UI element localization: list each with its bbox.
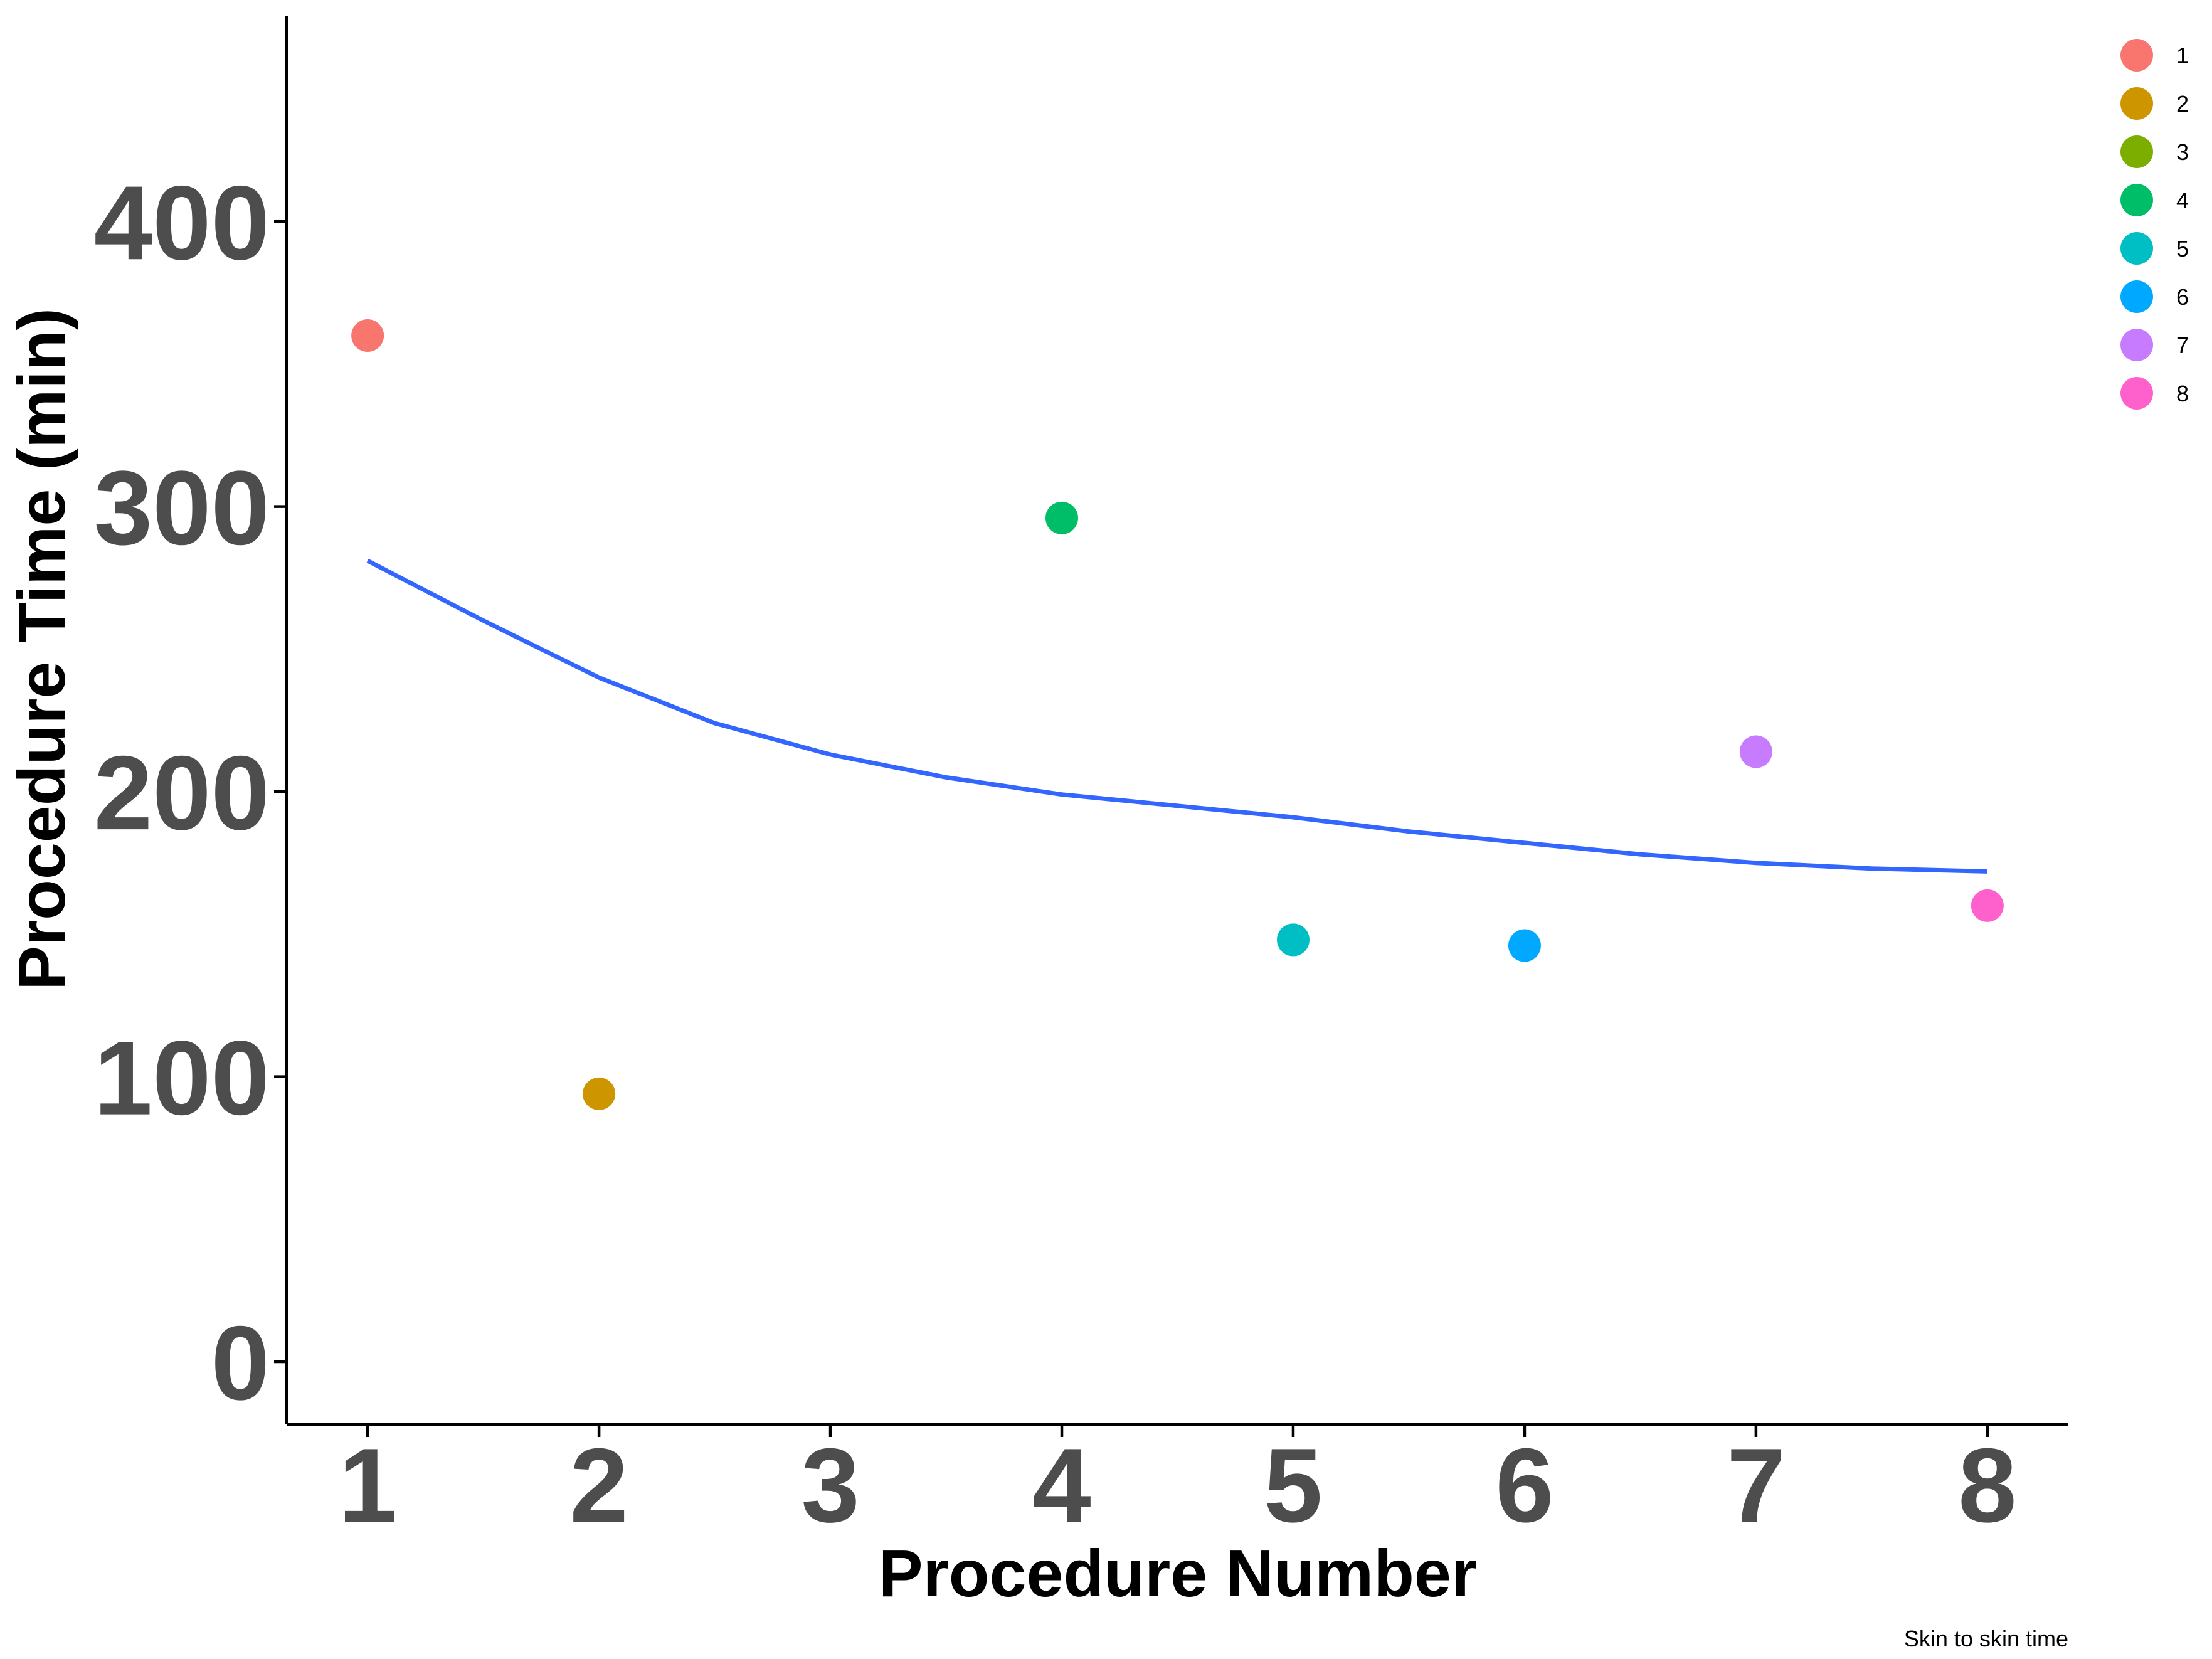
legend-label: 4 [2176,188,2189,213]
y-tick-label: 200 [94,734,270,852]
data-point-4 [1045,501,1079,534]
legend-key-1 [2120,39,2153,72]
x-axis-ticks: 1 2 3 4 5 6 7 8 [338,1424,2017,1544]
y-tick-label: 0 [211,1304,270,1422]
data-point-1 [351,319,384,352]
legend-key-4 [2120,184,2153,216]
legend-key-6 [2120,280,2153,313]
x-tick-label: 7 [1727,1426,1785,1544]
legend-label: 6 [2176,284,2189,310]
legend-key-7 [2120,329,2153,361]
y-axis-title: Procedure Time (min) [5,308,79,990]
legend-label: 2 [2176,91,2189,117]
x-tick-label: 1 [338,1426,396,1544]
x-tick-label: 8 [1958,1426,2016,1544]
x-tick-label: 5 [1264,1426,1322,1544]
legend-key-8 [2120,377,2153,410]
y-axis-ticks: 0 100 200 300 400 [94,164,287,1422]
legend-label: 1 [2176,43,2189,68]
x-tick-label: 4 [1032,1426,1091,1544]
trend-line [366,558,1987,874]
legend-label: 7 [2176,332,2189,358]
y-tick-label: 400 [94,164,270,282]
data-point-6 [1508,929,1541,962]
y-tick-label: 100 [94,1019,270,1137]
legend-key-5 [2120,232,2153,265]
data-point-7 [1739,735,1772,768]
data-point-5 [1276,923,1310,957]
legend-label: 8 [2176,381,2189,406]
data-point-2 [583,1077,616,1110]
legend-key-3 [2120,135,2153,168]
x-tick-label: 2 [569,1426,628,1544]
legend: 1 2 3 4 5 6 7 8 [2120,39,2189,410]
caption: Skin to skin time [1904,1626,2068,1651]
legend-key-2 [2120,87,2153,120]
x-tick-label: 6 [1495,1426,1553,1544]
plot-area [285,16,2068,1426]
legend-label: 5 [2176,236,2189,262]
data-point-8 [1971,889,2004,922]
legend-label: 3 [2176,139,2189,165]
y-tick-label: 300 [94,449,270,567]
x-tick-label: 3 [801,1426,859,1544]
x-axis-title: Procedure Number [879,1537,1477,1611]
